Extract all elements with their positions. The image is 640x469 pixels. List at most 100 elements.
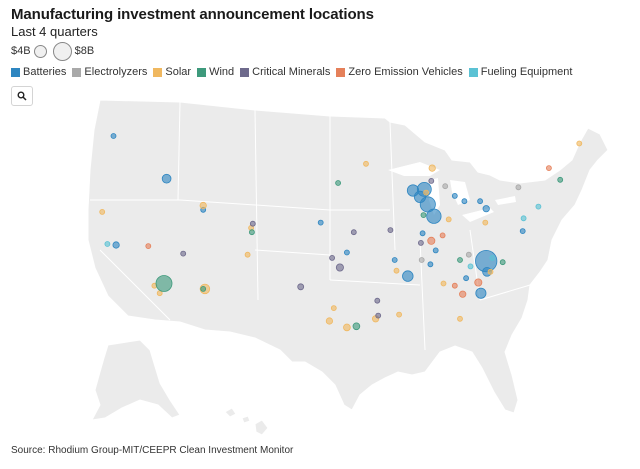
contiguous-us (87, 99, 609, 414)
chart-title: Manufacturing investment announcement lo… (11, 6, 374, 23)
marker-zero-emission-vehicles[interactable] (451, 282, 458, 289)
marker-batteries[interactable] (432, 247, 439, 254)
marker-critical-minerals[interactable] (180, 250, 187, 257)
marker-fueling-equipment[interactable] (104, 241, 111, 247)
hawaii-2 (241, 415, 251, 424)
marker-fueling-equipment[interactable] (535, 203, 542, 210)
marker-batteries[interactable] (461, 198, 468, 205)
marker-fueling-equipment[interactable] (520, 215, 527, 222)
source-note: Source: Rhodium Group-MIT/CEEPR Clean In… (11, 445, 294, 456)
marker-batteries[interactable] (413, 190, 427, 203)
search-icon (17, 91, 27, 101)
legend-item-electrolyzers[interactable]: Electrolyzers (72, 66, 147, 78)
marker-solar[interactable] (330, 305, 337, 312)
marker-electrolyzers[interactable] (465, 251, 472, 258)
state-border (389, 121, 396, 251)
marker-zero-emission-vehicles[interactable] (427, 236, 436, 245)
marker-batteries[interactable] (427, 261, 434, 268)
marker-electrolyzers[interactable] (442, 183, 449, 190)
legend-label: Solar (165, 66, 192, 78)
legend-label: Electrolyzers (84, 66, 148, 78)
size-legend: $4B $8B (11, 41, 95, 61)
marker-batteries[interactable] (463, 275, 470, 282)
marker-batteries[interactable] (317, 219, 324, 226)
marker-batteries[interactable] (519, 228, 526, 235)
marker-wind[interactable] (420, 212, 427, 219)
marker-critical-minerals[interactable] (375, 312, 382, 319)
marker-wind[interactable] (499, 259, 506, 266)
marker-batteries[interactable] (110, 133, 117, 139)
marker-batteries[interactable] (451, 192, 458, 199)
lake-ontario (495, 196, 516, 205)
marker-critical-minerals[interactable] (428, 177, 435, 184)
size-legend-large-label: $8B (74, 45, 95, 57)
marker-solar[interactable] (396, 311, 403, 318)
marker-batteries[interactable] (477, 198, 484, 205)
marker-zero-emission-vehicles[interactable] (439, 232, 446, 239)
marker-solar[interactable] (576, 140, 583, 147)
marker-solar[interactable] (363, 160, 369, 167)
marker-batteries[interactable] (482, 205, 490, 213)
marker-batteries[interactable] (391, 257, 398, 263)
marker-solar[interactable] (482, 219, 489, 226)
marker-solar[interactable] (393, 267, 400, 274)
marker-batteries[interactable] (419, 230, 426, 237)
marker-critical-minerals[interactable] (350, 229, 357, 236)
legend-item-wind[interactable]: Wind (197, 66, 234, 78)
legend-label: Fueling Equipment (480, 66, 573, 78)
marker-fueling-equipment[interactable] (467, 263, 474, 270)
marker-electrolyzers[interactable] (418, 257, 425, 263)
marker-wind[interactable] (248, 229, 255, 236)
legend-swatch (468, 67, 478, 77)
legend-swatch (11, 67, 20, 77)
marker-wind[interactable] (200, 285, 207, 292)
marker-solar[interactable] (440, 280, 447, 287)
marker-solar[interactable] (325, 317, 333, 325)
marker-solar[interactable] (244, 251, 251, 258)
marker-wind[interactable] (457, 257, 463, 263)
marker-batteries[interactable] (402, 270, 414, 282)
state-border (479, 284, 531, 301)
marker-critical-minerals[interactable] (329, 254, 336, 261)
hawaii-3 (254, 419, 269, 436)
marker-fueling-equipment[interactable] (489, 254, 496, 261)
legend-item-zero-emission-vehicles[interactable]: Zero Emission Vehicles (336, 66, 463, 78)
legend-item-solar[interactable]: Solar (153, 66, 191, 78)
legend-label: Batteries (23, 66, 67, 78)
marker-solar[interactable] (445, 216, 452, 223)
investment-markers[interactable] (99, 133, 583, 332)
marker-batteries[interactable] (475, 287, 487, 299)
marker-zero-emission-vehicles[interactable] (459, 290, 467, 298)
marker-critical-minerals[interactable] (297, 283, 305, 291)
marker-wind[interactable] (352, 322, 361, 331)
marker-critical-minerals[interactable] (249, 220, 256, 227)
marker-electrolyzers[interactable] (515, 184, 522, 191)
legend-item-fueling-equipment[interactable]: Fueling Equipment (468, 66, 573, 78)
marker-critical-minerals[interactable] (374, 297, 381, 304)
marker-zero-emission-vehicles[interactable] (145, 243, 152, 250)
marker-batteries[interactable] (112, 241, 120, 249)
marker-solar[interactable] (423, 189, 430, 196)
marker-zero-emission-vehicles[interactable] (546, 165, 552, 172)
marker-solar[interactable] (343, 323, 351, 332)
legend-item-critical-minerals[interactable]: Critical Minerals (240, 66, 330, 78)
marker-batteries[interactable] (161, 173, 172, 184)
marker-zero-emission-vehicles[interactable] (474, 278, 483, 287)
marker-solar[interactable] (428, 164, 436, 172)
marker-solar[interactable] (457, 315, 463, 322)
marker-batteries[interactable] (426, 208, 442, 224)
marker-batteries[interactable] (343, 249, 350, 256)
marker-solar[interactable] (99, 208, 106, 215)
marker-critical-minerals[interactable] (387, 227, 394, 234)
marker-critical-minerals[interactable] (335, 263, 344, 272)
marker-wind[interactable] (155, 275, 173, 292)
legend-label: Zero Emission Vehicles (348, 66, 463, 78)
legend-item-batteries[interactable]: Batteries (11, 66, 66, 78)
marker-wind[interactable] (335, 180, 342, 186)
search-button[interactable] (11, 86, 33, 106)
marker-wind[interactable] (557, 176, 564, 183)
marker-solar[interactable] (199, 201, 207, 210)
marker-critical-minerals[interactable] (417, 239, 424, 246)
marker-solar[interactable] (487, 268, 494, 275)
